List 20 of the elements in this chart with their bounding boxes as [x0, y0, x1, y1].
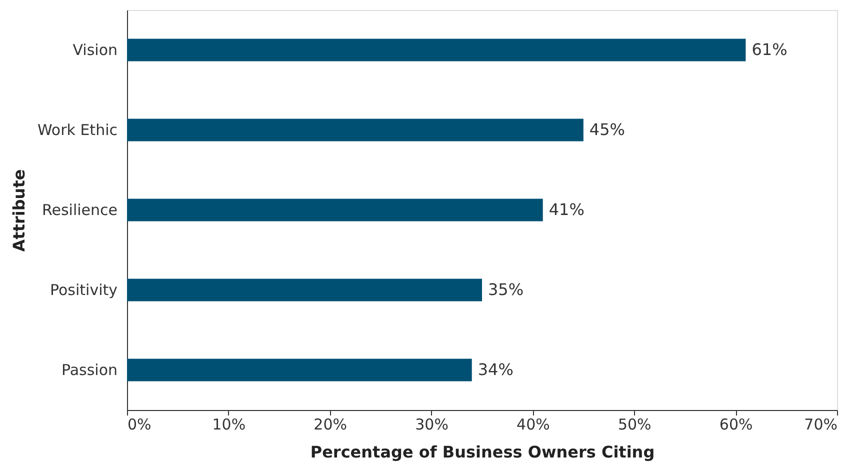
- x-tick-label: 50%: [618, 416, 652, 434]
- x-tick-label: 40%: [516, 416, 550, 434]
- data-label: 34%: [478, 360, 514, 379]
- x-tick-label: 60%: [719, 416, 753, 434]
- data-label: 35%: [488, 280, 524, 299]
- data-label: 45%: [589, 120, 625, 139]
- y-tick-label: Resilience: [42, 201, 118, 219]
- x-tick-label: 70%: [804, 416, 838, 434]
- data-label: 41%: [548, 200, 584, 219]
- y-tick-label: Work Ethic: [37, 121, 118, 139]
- x-tick-label: 30%: [415, 416, 448, 434]
- y-tick-label: Passion: [61, 361, 118, 379]
- x-tick-label: 10%: [212, 416, 246, 434]
- y-tick-label: Positivity: [50, 281, 118, 299]
- x-axis-title: Percentage of Business Owners Citing: [310, 442, 655, 462]
- y-tick-label: Vision: [72, 41, 118, 59]
- x-tick-label: 0%: [128, 416, 152, 434]
- x-tick-label: 20%: [314, 416, 348, 434]
- data-label: 61%: [752, 40, 788, 59]
- y-axis-title: Attribute: [9, 169, 28, 252]
